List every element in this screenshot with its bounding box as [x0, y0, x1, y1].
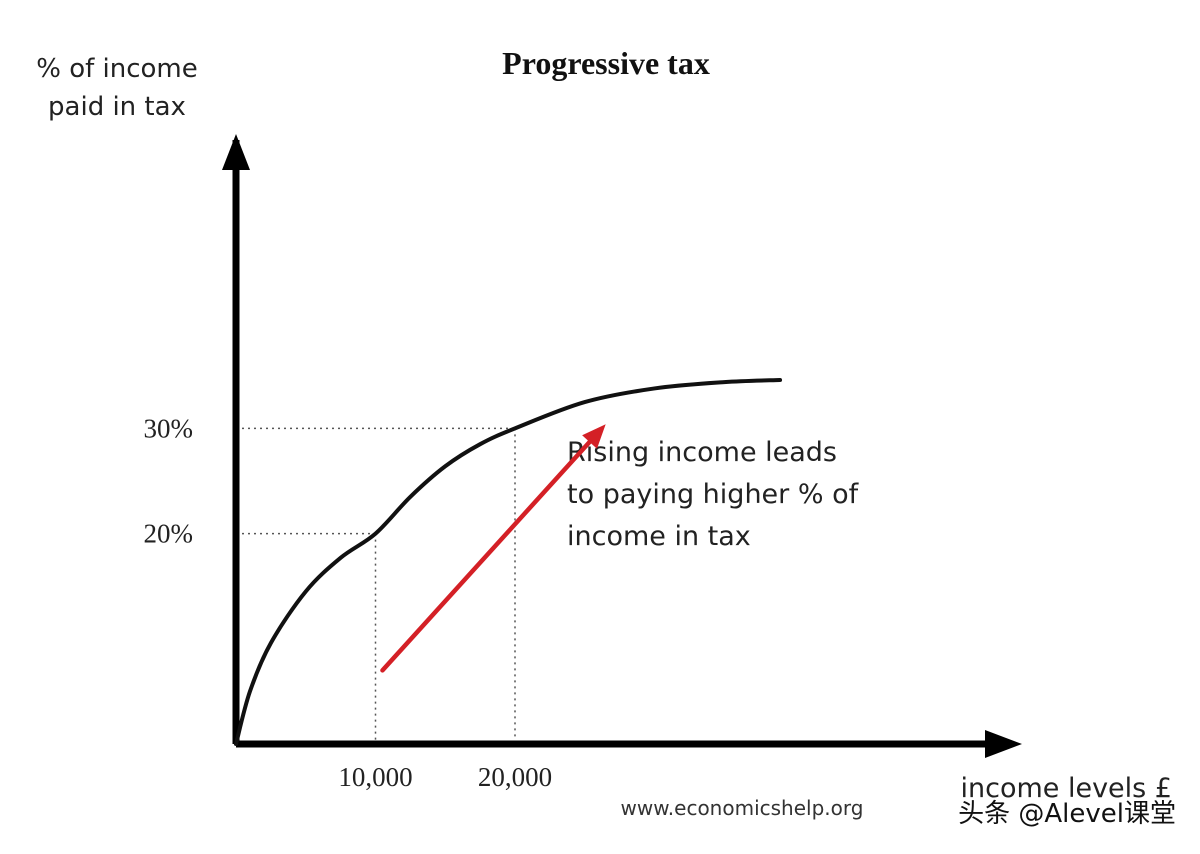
x-axis-label: income levels £	[960, 773, 1172, 804]
annotation-line-1: Rising income leads	[567, 437, 837, 468]
annotation-line-3: income in tax	[567, 521, 751, 552]
y-tick-label-2: 30%	[144, 413, 194, 443]
chart-title: Progressive tax	[502, 45, 710, 81]
y-tick-label-1: 20%	[144, 519, 194, 549]
rising-income-arrow-shaft	[380, 439, 592, 673]
watermark-text: 头条 @Alevel课堂	[958, 799, 1176, 829]
annotation-line-2: to paying higher % of	[567, 479, 860, 510]
x-tick-label-2: 20,000	[478, 762, 552, 792]
x-axis-arrowhead	[985, 730, 1022, 758]
y-axis-label-line-2: paid in tax	[48, 92, 186, 122]
y-axis-arrowhead	[222, 134, 250, 170]
source-text: www.economicshelp.org	[621, 796, 864, 820]
tax-curve-1	[234, 378, 783, 746]
plot-layer: 20% 30% 10,000 20,000	[144, 134, 1022, 792]
y-axis-label-line-1: % of income	[36, 54, 198, 84]
x-tick-label-1: 10,000	[338, 762, 412, 792]
rising-income-arrow-head	[582, 424, 606, 449]
